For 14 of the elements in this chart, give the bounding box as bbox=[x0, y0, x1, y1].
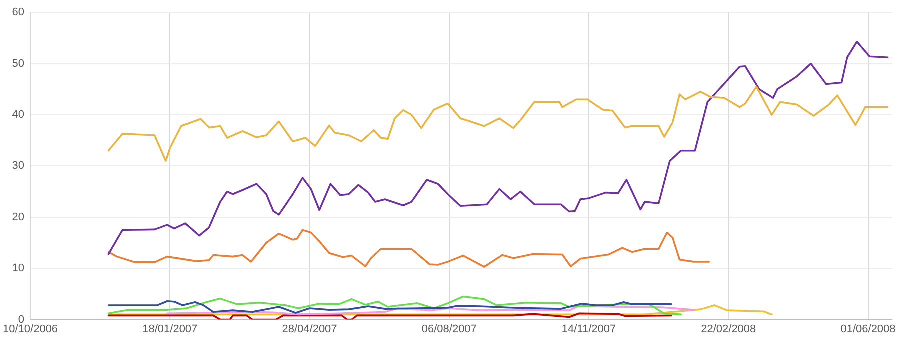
x-tick-label: 18/01/2007 bbox=[142, 323, 198, 336]
y-tick-label: 0 bbox=[18, 314, 25, 326]
x-tick-label: 06/08/2007 bbox=[422, 323, 477, 336]
y-tick-label: 50 bbox=[12, 58, 25, 70]
y-tick-label: 60 bbox=[12, 6, 25, 19]
y-tick-label: 40 bbox=[12, 109, 25, 122]
y-tick-label: 30 bbox=[12, 160, 25, 172]
y-tick-label: 10 bbox=[12, 262, 25, 275]
y-tick-label: 20 bbox=[12, 211, 25, 224]
x-tick-label: 22/02/2008 bbox=[701, 323, 756, 336]
x-tick-label: 28/04/2007 bbox=[282, 323, 338, 336]
x-tick-label: 10/10/2006 bbox=[2, 323, 58, 336]
x-tick-label: 14/11/2007 bbox=[562, 323, 616, 336]
x-tick-label: 01/06/2008 bbox=[840, 323, 896, 336]
